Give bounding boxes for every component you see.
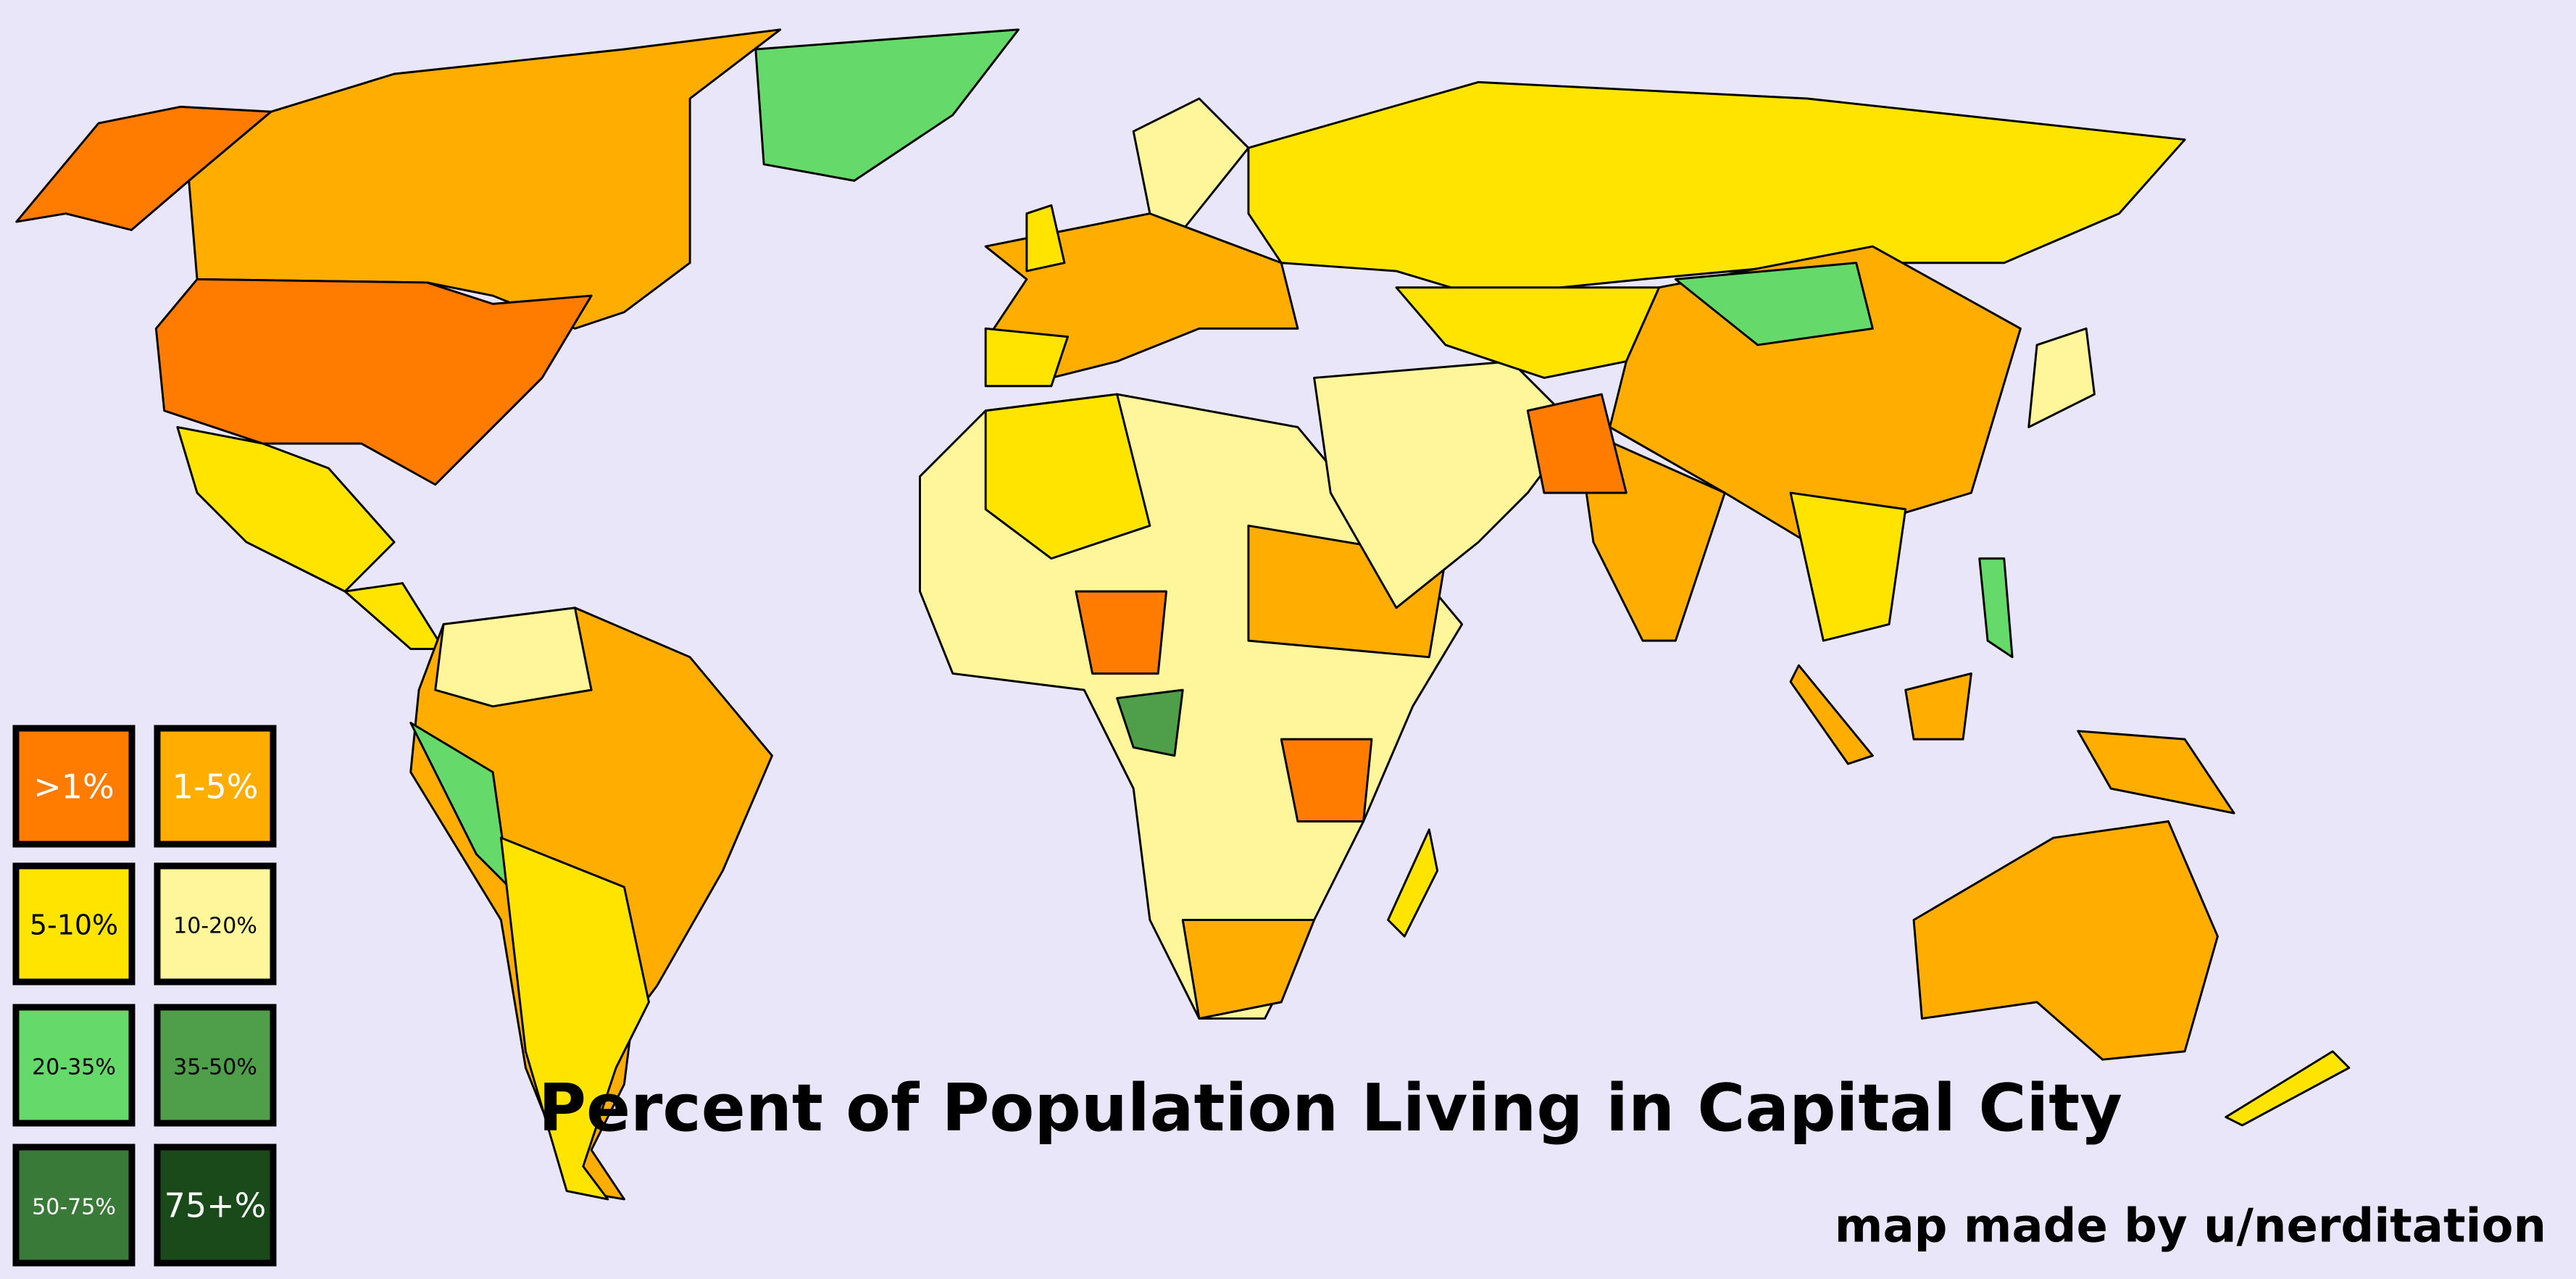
country: [2225, 1050, 2351, 1127]
legend-swatch: [12, 1143, 136, 1267]
country: [1132, 97, 1250, 231]
country: [499, 836, 650, 1201]
credit: map made by u/nerditation: [1835, 1200, 2546, 1254]
legend-swatch: [154, 862, 277, 986]
country: [154, 278, 593, 486]
legend-label: 75+%: [164, 1186, 267, 1225]
legend-swatch: [12, 1004, 136, 1127]
legend: >1% 1-5% 5-10% 10-20% 20-35% 35-50% 50-75% 75+%: [12, 725, 277, 1267]
country: [1526, 393, 1627, 494]
legend-label: 20-35%: [32, 1055, 116, 1080]
country: [1313, 360, 1578, 609]
legend-swatch: [154, 1004, 277, 1127]
country: [1387, 828, 1439, 938]
world-map: [15, 28, 2351, 1201]
country: [2027, 327, 2096, 428]
map-title: Percent of Population Living in Capital …: [538, 1070, 2122, 1146]
legend-label: 5-10%: [30, 909, 118, 941]
country: [1789, 491, 1907, 642]
country: [434, 607, 593, 708]
country: [1181, 919, 1316, 1020]
country: [15, 105, 272, 231]
country: [984, 327, 1070, 388]
legend-label: 1-5%: [172, 767, 259, 807]
legend-swatch: [12, 862, 136, 986]
legend-label: >1%: [33, 767, 114, 807]
legend-label: 50-75%: [32, 1195, 116, 1220]
country: [1395, 286, 1661, 379]
country: [2077, 730, 2235, 815]
legend-swatch: [12, 725, 136, 848]
legend-swatch: [154, 1143, 277, 1267]
country: [1674, 262, 1874, 346]
country: [1247, 80, 2186, 297]
country: [1075, 590, 1168, 675]
country: [1789, 664, 1874, 765]
country: [1116, 688, 1184, 757]
country: [1912, 820, 2219, 1061]
country: [343, 582, 445, 650]
country: [1025, 204, 1066, 272]
country: [176, 425, 396, 593]
country: [1280, 738, 1373, 822]
country: [1978, 557, 2014, 659]
legend-label: 10-20%: [173, 914, 257, 939]
country: [1904, 672, 1972, 741]
legend-label: 35-50%: [173, 1055, 257, 1080]
country: [984, 393, 1151, 560]
legend-swatch: [154, 725, 277, 848]
country: [754, 28, 1020, 182]
